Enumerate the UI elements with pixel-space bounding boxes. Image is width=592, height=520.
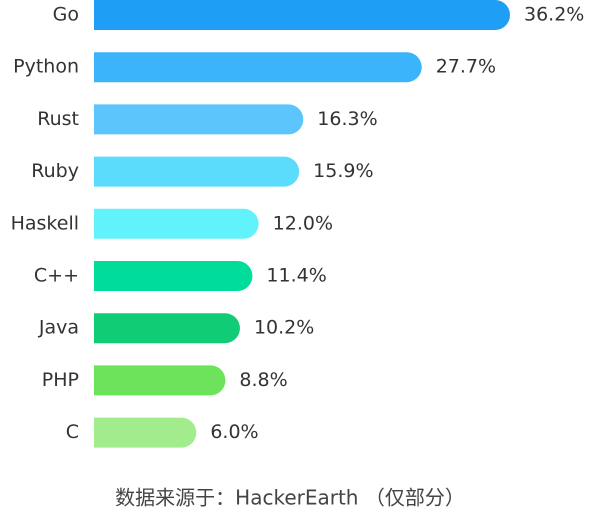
bar — [94, 0, 510, 30]
value-label: 15.9% — [313, 160, 373, 182]
value-label: 27.7% — [436, 56, 496, 78]
category-label: Java — [38, 317, 79, 339]
bar — [94, 417, 197, 448]
value-label: 36.2% — [524, 4, 584, 26]
category-label: Haskell — [11, 212, 79, 234]
bar — [94, 313, 240, 344]
category-label: Go — [53, 4, 79, 26]
category-label: PHP — [42, 369, 79, 391]
bar — [94, 52, 422, 83]
value-label: 16.3% — [317, 108, 377, 130]
bar — [94, 208, 259, 239]
bar — [94, 156, 300, 187]
value-label: 11.4% — [266, 265, 326, 287]
category-label: Rust — [37, 108, 79, 130]
bar — [94, 261, 253, 291]
bar — [94, 365, 226, 396]
value-label: 10.2% — [254, 317, 314, 339]
bar — [94, 104, 304, 135]
value-label: 12.0% — [273, 212, 333, 234]
source-note: 数据来源于：HackerEarth （仅部分） — [115, 486, 465, 510]
value-label: 6.0% — [210, 421, 258, 443]
category-label: C — [66, 421, 79, 443]
category-label: C++ — [34, 265, 79, 287]
category-label: Ruby — [31, 160, 79, 182]
value-label: 8.8% — [239, 369, 287, 391]
category-label: Python — [13, 56, 79, 78]
